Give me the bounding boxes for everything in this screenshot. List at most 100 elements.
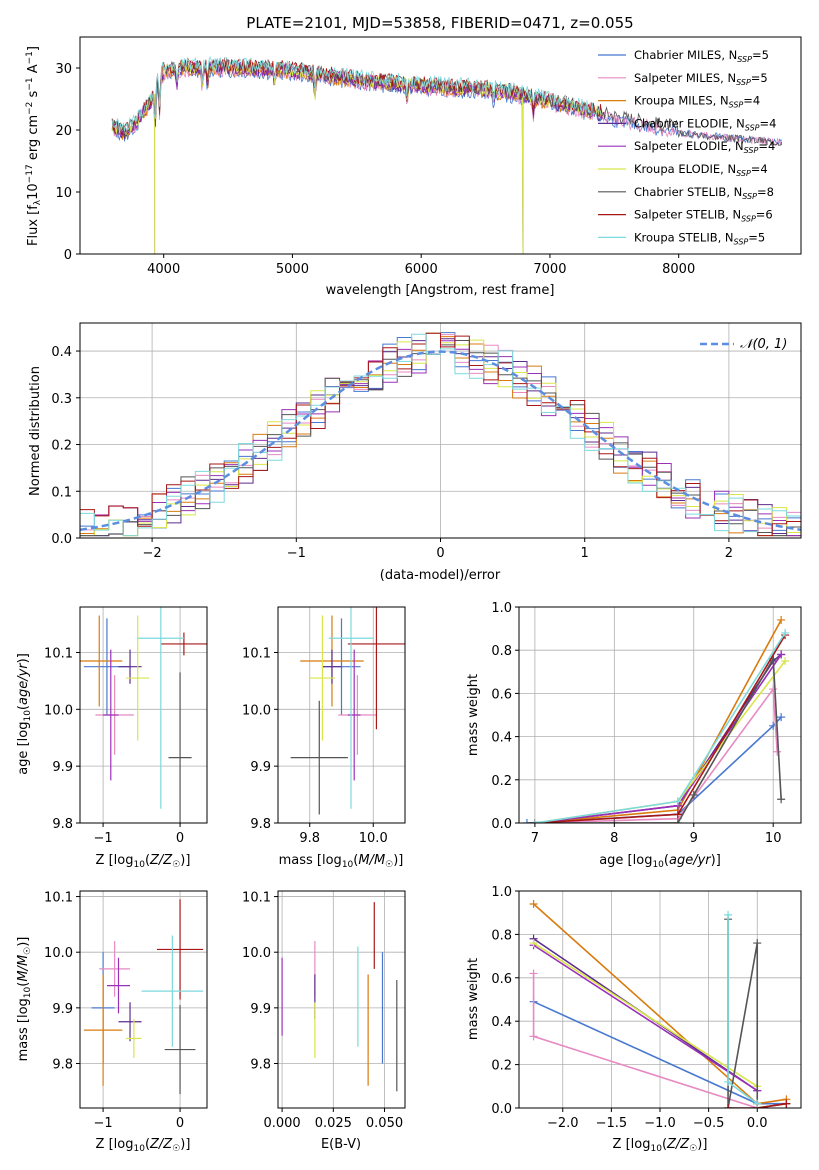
histogram-xtick-label: −1 — [287, 546, 306, 561]
spectrum-xtick-label: 7000 — [533, 262, 566, 277]
panel-xtick-label: 10.0 — [359, 831, 388, 846]
panel-xtick-label: −1 — [94, 1116, 113, 1131]
spectrum-xtick-label: 8000 — [662, 262, 695, 277]
panel-xtick-label: 9.8 — [299, 831, 320, 846]
histogram-plot-area — [79, 323, 802, 539]
series-kroupa-elodie — [534, 660, 786, 823]
series-marker — [769, 685, 778, 694]
spectrum-plot-area — [111, 56, 783, 254]
legend-label: Chabrier MILES, NSSP=5 — [634, 48, 769, 64]
panel-xtick-label: 0.0 — [747, 1116, 768, 1131]
massweight-vs-age-panel: 7 8 9 10 0.0 0.2 0.4 0.6 0.8 1.0 — [491, 601, 802, 846]
panel-ytick-label: 10.0 — [44, 703, 73, 718]
series-salpeter-stelib — [728, 1102, 787, 1108]
histogram-ytick-label: 0.3 — [51, 392, 72, 407]
spectrum-ytick-label: 10 — [55, 186, 72, 201]
figure-title: PLATE=2101, MJD=53858, FIBERID=0471, z=0… — [246, 14, 633, 32]
series-marker — [522, 819, 531, 823]
spectrum-line-kroupa-elodie — [111, 59, 603, 254]
legend-label: Kroupa STELIB, NSSP=5 — [634, 230, 765, 246]
panel-ytick-label: 9.8 — [250, 1057, 271, 1072]
gaussian-legend-label: 𝒩(0, 1) — [740, 337, 787, 352]
panel-ytick-label: 0.2 — [491, 774, 512, 789]
spectrum-xlabel: wavelength [Angstrom, rest frame] — [326, 283, 555, 298]
panel-xtick-label: 9 — [690, 831, 698, 846]
panel-ytick-label: 10.1 — [242, 646, 271, 661]
panel-frame — [79, 606, 208, 824]
panel-frame — [277, 890, 406, 1109]
panel-xtick-label: −1.0 — [644, 1116, 676, 1131]
series-chabrier-stelib — [534, 656, 782, 823]
spectrum-panel: 4000 5000 6000 7000 8000 0 10 20 30 wavelength [… — [25, 36, 802, 298]
histogram-xtick-label: 0 — [436, 546, 444, 561]
panel-ytick-label: 0.0 — [491, 817, 512, 832]
panel-xtick-label: 0 — [176, 1116, 184, 1131]
series-marker — [610, 819, 619, 823]
series-marker — [529, 939, 538, 948]
panel-ytick-label: 0.0 — [491, 1102, 512, 1117]
series-marker — [724, 1077, 733, 1086]
panel-ytick-label: 10.1 — [242, 891, 271, 906]
series-marker — [529, 900, 538, 909]
spectrum-ytick-label: 20 — [55, 124, 72, 139]
series-marker — [777, 795, 786, 804]
panel-frame — [277, 606, 406, 824]
histogram-panel: −2 −1 0 1 2 0.0 0.1 0.2 0.3 0.4 (data-model)/erro… — [28, 322, 802, 583]
panel-ytick-label: 0.4 — [491, 1015, 512, 1030]
massweight-vs-age-ylabel: mass weight — [466, 674, 481, 756]
series-marker — [673, 797, 682, 806]
massweight-vs-age-xlabel: age [log10(age/yr)] — [599, 853, 721, 870]
series-marker — [673, 819, 682, 823]
spectrum-ytick-label: 0 — [64, 248, 72, 263]
mass-vs-EBV-xlabel: E(B-V) — [321, 1137, 361, 1152]
series-kroupa-stelib — [534, 632, 786, 823]
legend-label: Salpeter ELODIE, NSSP=4 — [634, 139, 775, 155]
panel-xtick-label: 8 — [610, 831, 618, 846]
series-marker — [781, 628, 790, 637]
panel-ytick-label: 9.8 — [52, 817, 73, 832]
panel-ytick-label: 10.0 — [242, 703, 271, 718]
panel-ytick-label: 9.9 — [250, 1002, 271, 1017]
panel-xtick-label: 0 — [176, 831, 184, 846]
series-marker — [753, 1099, 762, 1108]
histogram-ytick-label: 0.1 — [51, 485, 72, 500]
panel-grid — [80, 891, 207, 1108]
panel-ytick-label: 0.8 — [491, 644, 512, 659]
spectrum-xtick-label: 4000 — [147, 262, 180, 277]
histogram-step-chabrier-elodie — [80, 332, 801, 537]
panel-xtick-label: −1.5 — [596, 1116, 628, 1131]
spectrum-ticks: 4000 5000 6000 7000 8000 0 10 20 30 — [55, 62, 695, 277]
panel-xtick-label: 0.025 — [315, 1116, 352, 1131]
panel-xtick-label: −0.5 — [693, 1116, 725, 1131]
panel-ytick-label: 9.8 — [250, 817, 271, 832]
massweight-vs-Z-ylabel: mass weight — [466, 958, 481, 1040]
panel-xtick-label: 10 — [765, 831, 782, 846]
age-vs-mass-xlabel: mass [log10(M/M☉)] — [279, 853, 404, 870]
panel-ytick-label: 9.9 — [52, 760, 73, 775]
spectrum-line-salpeter-stelib — [111, 57, 603, 136]
panel-ytick-label: 0.4 — [491, 731, 512, 746]
series-marker — [673, 810, 682, 819]
series-chabrier-stelib — [727, 919, 787, 1108]
histogram-ytick-label: 0.0 — [51, 532, 72, 547]
age-vs-Z-xlabel: Z [log10(Z/Z☉)] — [96, 853, 191, 870]
spectrum-line-kroupa-stelib — [111, 56, 603, 132]
legend-label: Kroupa ELODIE, NSSP=4 — [634, 162, 768, 178]
panel-ytick-label: 10.1 — [44, 891, 73, 906]
panel-frame — [518, 606, 802, 824]
series-marker — [777, 650, 786, 659]
legend-label: Salpeter STELIB, NSSP=6 — [634, 208, 773, 224]
mass-vs-Z-panel: −1 0 9.8 9.9 10.0 10.1 — [44, 890, 208, 1131]
legend-label: Chabrier ELODIE, NSSP=4 — [634, 116, 776, 132]
series-marker — [530, 819, 539, 823]
histogram-xtick-label: −2 — [143, 546, 162, 561]
massweight-vs-Z-panel: −2.0 −1.5 −1.0 −0.5 0.0 0.0 0.2 0.4 0.6 0.8 1.0 — [491, 885, 802, 1131]
legend-label: Kroupa MILES, NSSP=4 — [634, 94, 760, 110]
spectrum-line-chabrier-stelib — [111, 59, 783, 147]
panel-ytick-label: 0.2 — [491, 1059, 512, 1074]
mass-vs-Z-ylabel: mass [log10(M/M☉)] — [16, 937, 33, 1062]
series-marker — [777, 615, 786, 624]
panel-xtick-label: 7 — [531, 831, 539, 846]
histogram-xlabel: (data-model)/error — [380, 568, 501, 583]
